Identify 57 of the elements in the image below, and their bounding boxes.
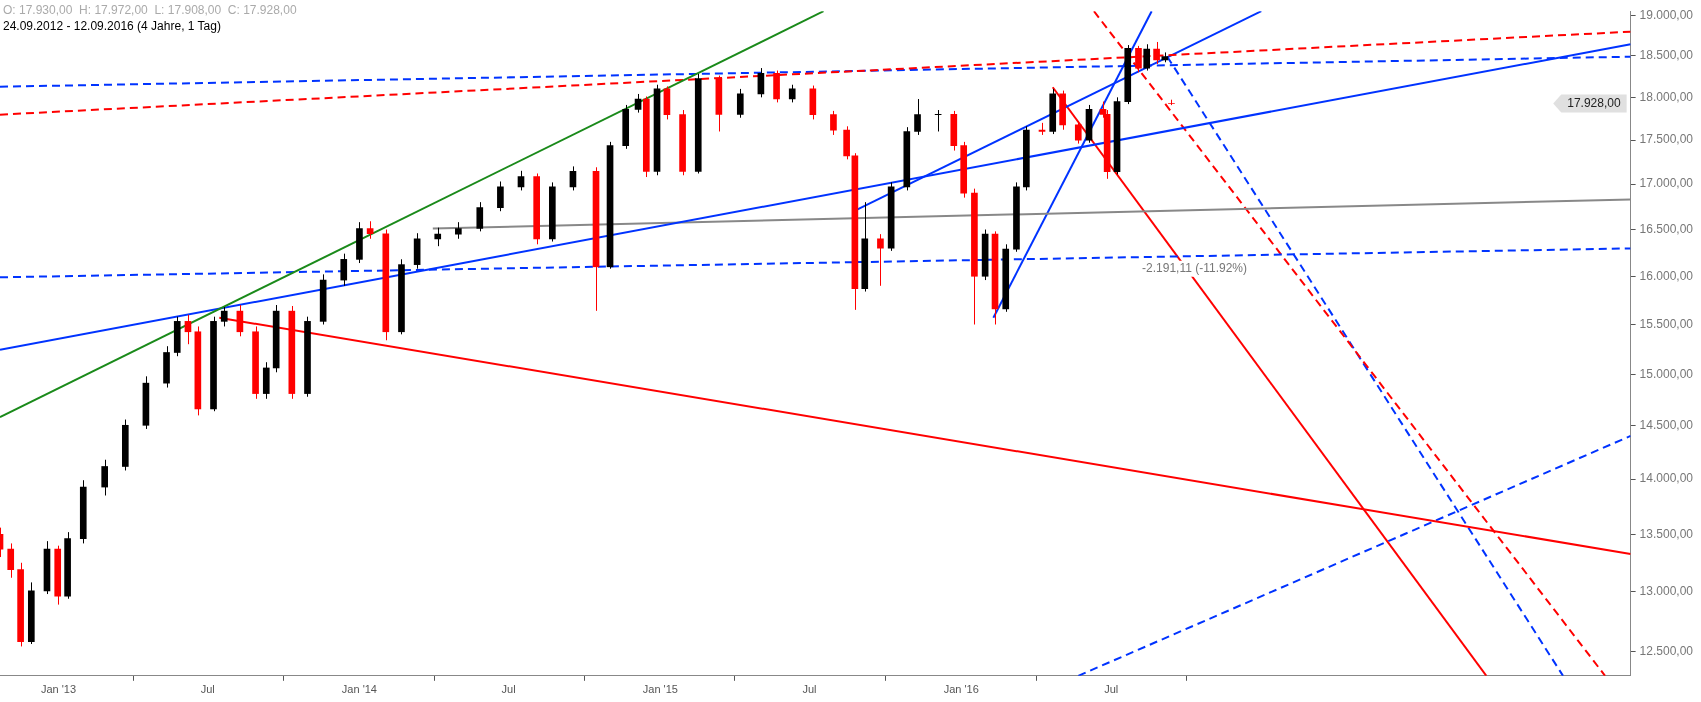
candlestick xyxy=(694,73,702,174)
candlestick xyxy=(121,419,129,471)
candlestick xyxy=(252,325,259,400)
candlestick xyxy=(788,84,796,103)
candlestick xyxy=(1168,99,1175,106)
y-tick-label: 18.000,00 xyxy=(1639,89,1694,104)
candlestick xyxy=(861,201,869,293)
candlestick xyxy=(476,201,484,232)
y-tick-label: 15.000,00 xyxy=(1639,366,1694,381)
candlestick xyxy=(220,306,228,327)
annotation: -2.191,11 (-11.92%) xyxy=(1142,261,1247,276)
y-tick-label: 12.500,00 xyxy=(1639,643,1694,658)
candlestick xyxy=(17,562,24,647)
text: 24.09.2012 - 12.09.2016 (4 Jahre, 1 Tag) xyxy=(3,18,222,34)
candlestick xyxy=(736,88,744,119)
y-tick-label: 15.500,00 xyxy=(1639,316,1694,331)
candlestick xyxy=(903,126,911,191)
candlestick xyxy=(398,258,405,335)
annotation: 17.928,00 xyxy=(1567,95,1621,110)
candlestick xyxy=(1124,44,1132,105)
x-tick-label: Jul xyxy=(501,683,516,696)
y-tick-label: 17.000,00 xyxy=(1639,176,1694,191)
candlestick xyxy=(533,172,540,245)
candlestick xyxy=(173,316,181,357)
candlestick xyxy=(210,316,217,412)
candlestick xyxy=(356,221,363,264)
candlestick xyxy=(64,531,71,600)
candlestick xyxy=(79,479,87,544)
x-tick-label: Jan '13 xyxy=(40,683,77,696)
y-tick-label: 17.500,00 xyxy=(1639,132,1694,147)
y-tick-label: 19.000,00 xyxy=(1639,7,1694,22)
x-tick-label: Jul xyxy=(802,683,817,696)
candlestick xyxy=(960,141,968,199)
x-tick-label: Jan '15 xyxy=(642,683,678,696)
y-tick-label: 13.000,00 xyxy=(1639,584,1694,599)
y-tick-label: 18.500,00 xyxy=(1639,48,1694,63)
candlestick xyxy=(679,109,686,176)
candlestick xyxy=(642,95,650,178)
candlestick xyxy=(1023,125,1030,191)
x-tick-label: Jul xyxy=(200,683,215,696)
y-tick-label: 14.500,00 xyxy=(1639,418,1694,433)
candlestick xyxy=(950,110,958,152)
y-tick-label: 16.000,00 xyxy=(1639,268,1694,283)
candlestick xyxy=(914,98,921,136)
x-tick-label: Jan '16 xyxy=(943,683,979,696)
chart-title: O: 17.930,00 H: 17.972,00 L: 17.908,00 C: 17.928,00 xyxy=(3,2,297,18)
x-tick-label: Jul xyxy=(1104,683,1119,696)
y-tick-label: 16.500,00 xyxy=(1639,221,1694,236)
x-tick-label: Jan '14 xyxy=(341,683,377,696)
candlestick xyxy=(304,316,311,398)
candlestick xyxy=(971,188,978,325)
candlestick xyxy=(382,229,390,341)
y-tick-label: 14.000,00 xyxy=(1639,471,1694,486)
y-tick-label: 13.500,00 xyxy=(1639,526,1694,541)
candlestick xyxy=(622,104,630,150)
candlestick xyxy=(830,110,837,136)
candlestick xyxy=(877,233,884,287)
